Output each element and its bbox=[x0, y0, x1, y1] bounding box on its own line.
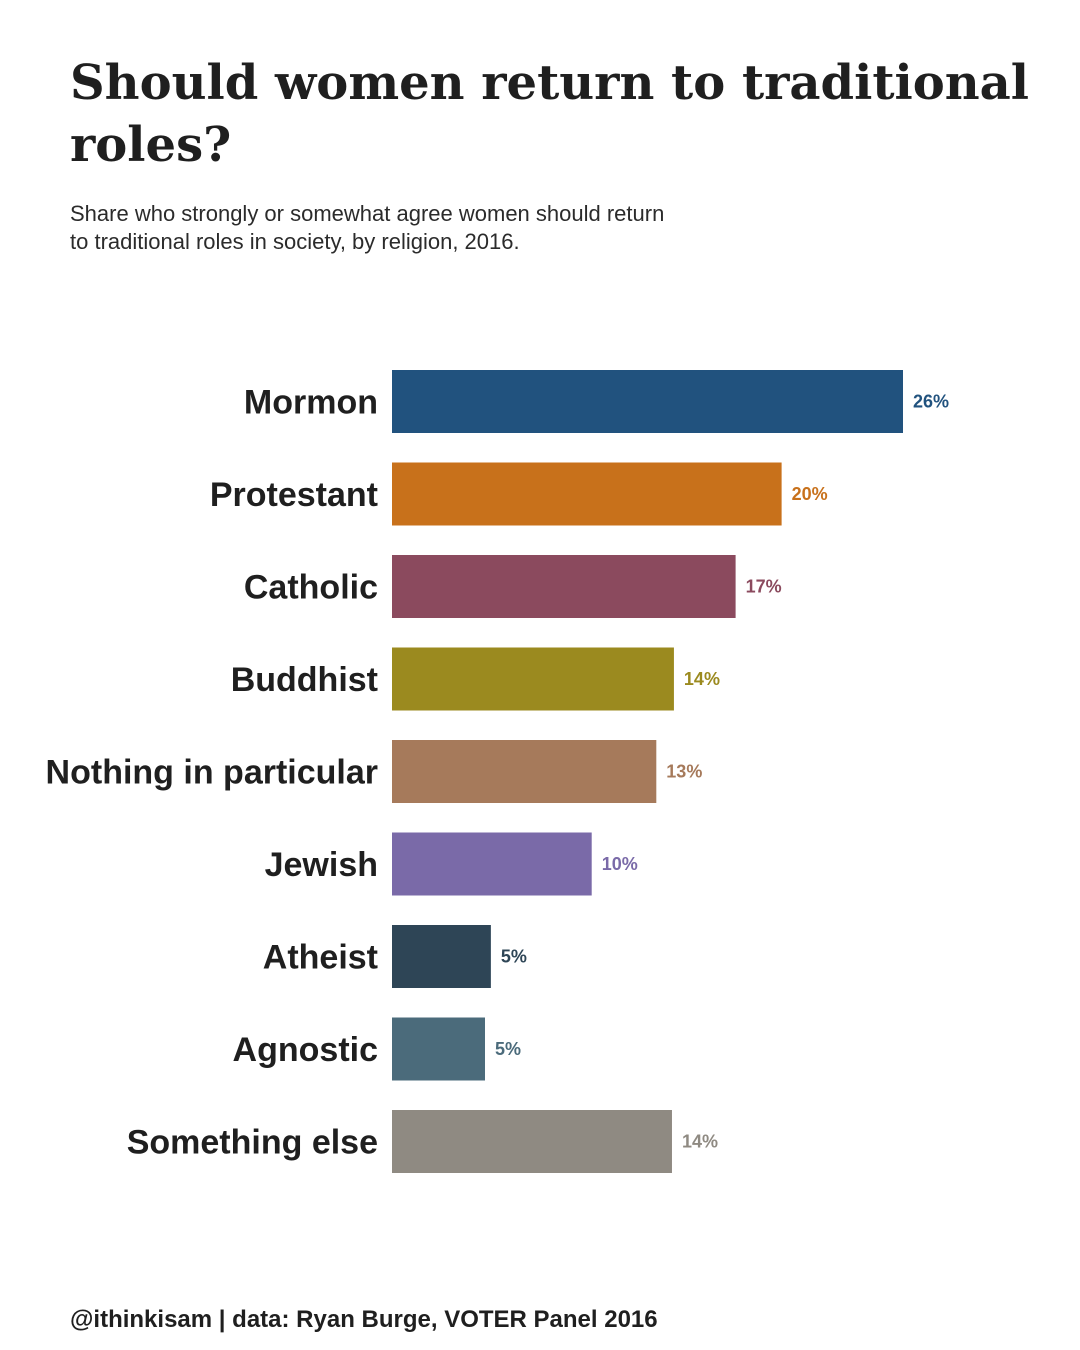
value-label-jewish: 10% bbox=[602, 854, 638, 874]
value-label-catholic: 17% bbox=[746, 577, 782, 597]
value-label-protestant: 20% bbox=[792, 484, 828, 504]
bar-buddhist bbox=[392, 647, 674, 711]
category-label-agnostic: Agnostic bbox=[233, 1031, 378, 1069]
source-caption: @ithinkisam | data: Ryan Burge, VOTER Pa… bbox=[70, 1306, 658, 1333]
value-label-buddhist: 14% bbox=[684, 669, 720, 689]
category-label-catholic: Catholic bbox=[244, 569, 378, 607]
category-label-protestant: Protestant bbox=[210, 476, 378, 514]
bar-jewish bbox=[392, 832, 592, 896]
category-label-something-else: Something else bbox=[127, 1124, 378, 1162]
category-label-jewish: Jewish bbox=[265, 846, 378, 884]
value-label-agnostic: 5% bbox=[495, 1039, 521, 1059]
category-label-nothing-in-particular: Nothing in particular bbox=[46, 754, 378, 792]
bar-catholic bbox=[392, 555, 736, 618]
value-label-mormon: 26% bbox=[913, 392, 949, 412]
value-label-atheist: 5% bbox=[501, 947, 527, 967]
bar-nothing-in-particular bbox=[392, 740, 657, 803]
value-label-nothing-in-particular: 13% bbox=[666, 762, 702, 782]
chart-subtitle: Share who strongly or somewhat agree wom… bbox=[70, 201, 665, 254]
bar-something-else bbox=[392, 1110, 672, 1173]
chart-title: Should women return to traditional roles… bbox=[70, 55, 1029, 173]
bar-atheist bbox=[392, 925, 491, 988]
category-label-atheist: Atheist bbox=[263, 939, 378, 977]
bar-mormon bbox=[392, 370, 903, 433]
value-label-something-else: 14% bbox=[682, 1132, 718, 1152]
category-label-mormon: Mormon bbox=[244, 384, 378, 422]
bar-agnostic bbox=[392, 1017, 485, 1081]
category-label-buddhist: Buddhist bbox=[231, 661, 378, 699]
bar-protestant bbox=[392, 462, 782, 526]
